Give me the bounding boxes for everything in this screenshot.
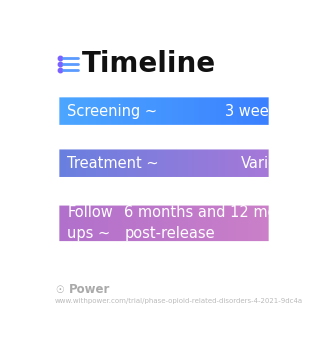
Text: 3 weeks: 3 weeks: [225, 104, 285, 119]
Text: Power: Power: [68, 283, 110, 296]
Text: Screening ~: Screening ~: [67, 104, 157, 119]
Text: ☉: ☉: [55, 285, 64, 295]
Text: www.withpower.com/trial/phase-opioid-related-disorders-4-2021-9dc4a: www.withpower.com/trial/phase-opioid-rel…: [55, 298, 303, 304]
Text: Follow
ups ~: Follow ups ~: [67, 205, 113, 241]
Text: Varies: Varies: [241, 156, 285, 171]
Text: Treatment ~: Treatment ~: [67, 156, 159, 171]
Text: 6 months and 12 months
post-release: 6 months and 12 months post-release: [124, 205, 309, 241]
Text: Timeline: Timeline: [82, 50, 216, 78]
